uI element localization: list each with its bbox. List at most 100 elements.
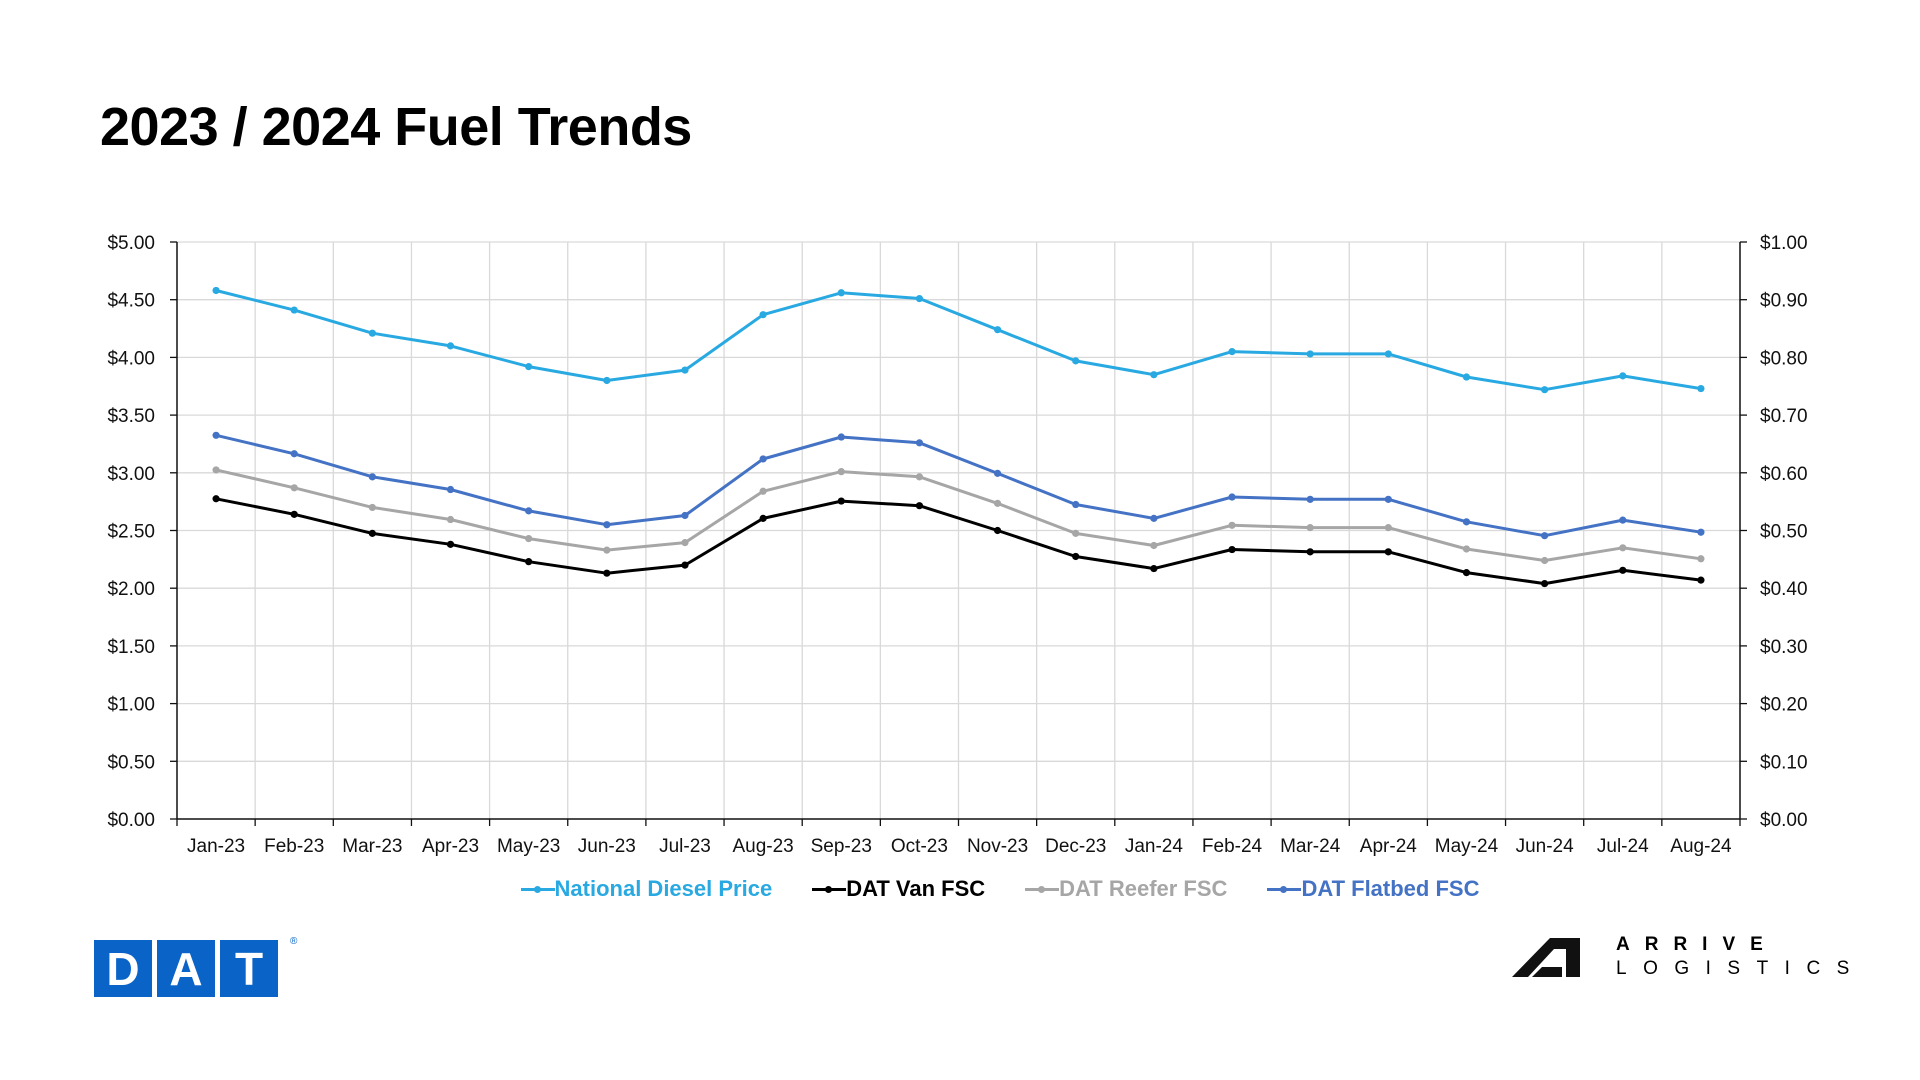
- data-point: [1072, 357, 1080, 365]
- legend-item-dat-flatbed-fsc[interactable]: DAT Flatbed FSC: [1267, 876, 1479, 902]
- data-point: [290, 510, 298, 518]
- legend-swatch-icon: [1267, 882, 1302, 896]
- y-left-tick-label: $0.00: [107, 810, 155, 831]
- data-point: [1541, 579, 1549, 588]
- data-point: [603, 521, 611, 529]
- y-left-tick-label: $0.50: [107, 752, 155, 773]
- data-point: [1619, 544, 1627, 552]
- y-right-tick-label: $0.90: [1760, 291, 1808, 312]
- legend-label: DAT Reefer FSC: [1059, 876, 1228, 901]
- data-point: [915, 473, 924, 481]
- data-point: [759, 514, 767, 522]
- data-point: [368, 473, 376, 481]
- data-point: [681, 511, 689, 520]
- x-tick-label: May-23: [497, 836, 560, 857]
- data-point: [525, 507, 533, 515]
- data-point: [993, 326, 1002, 334]
- data-point: [446, 540, 455, 548]
- legend-label: National Diesel Price: [554, 876, 773, 901]
- data-point: [1306, 548, 1314, 556]
- series-dat-van-fsc: [212, 495, 1705, 588]
- data-point: [368, 503, 376, 512]
- legend-swatch-icon: [520, 882, 555, 896]
- legend-item-dat-van-fsc[interactable]: DAT Van FSC: [812, 876, 985, 902]
- y-left-tick-label: $2.50: [107, 522, 155, 543]
- data-point: [1541, 556, 1549, 565]
- dat-logo-letter: D: [94, 940, 152, 997]
- data-point: [681, 561, 689, 569]
- x-tick-label: Dec-23: [1045, 836, 1106, 857]
- legend-item-dat-reefer-fsc[interactable]: DAT Reefer FSC: [1025, 876, 1227, 902]
- x-tick-label: Mar-23: [342, 836, 402, 857]
- legend-label: DAT Van FSC: [846, 876, 986, 901]
- data-point: [1462, 569, 1471, 577]
- data-point: [212, 466, 220, 474]
- page-title: 2023 / 2024 Fuel Trends: [100, 97, 692, 157]
- data-point: [1228, 348, 1236, 356]
- data-point: [212, 431, 220, 439]
- data-point: [1462, 518, 1471, 526]
- arrive-logistics-logo: ARRIVE LOGISTICS: [1512, 935, 1852, 980]
- x-tick-label: Apr-24: [1360, 836, 1417, 857]
- legend-item-national-diesel-price[interactable]: National Diesel Price: [520, 876, 773, 902]
- data-point: [1072, 529, 1080, 537]
- data-point: [1462, 373, 1471, 381]
- data-point: [1697, 384, 1705, 393]
- data-point: [1384, 350, 1392, 358]
- data-point: [681, 539, 689, 547]
- data-point: [525, 363, 533, 371]
- data-point: [1541, 386, 1549, 394]
- data-point: [525, 558, 533, 566]
- series-line: [215, 468, 1702, 562]
- data-point: [290, 484, 298, 492]
- data-point: [1228, 493, 1236, 501]
- data-point: [1150, 371, 1158, 379]
- data-point: [1228, 545, 1236, 554]
- x-tick-label: Jan-24: [1125, 836, 1184, 857]
- x-tick-label: Jul-24: [1597, 836, 1649, 857]
- y-left-tick-label: $3.50: [107, 406, 155, 427]
- y-right-tick-label: $0.30: [1760, 637, 1808, 658]
- data-point: [525, 534, 533, 543]
- data-point: [1384, 495, 1392, 503]
- x-tick-label: Nov-23: [967, 836, 1028, 857]
- y-right-tick-label: $0.60: [1760, 464, 1808, 485]
- data-point: [1541, 532, 1549, 540]
- data-point: [993, 526, 1002, 535]
- legend-label: DAT Flatbed FSC: [1301, 876, 1480, 901]
- data-point: [837, 433, 845, 441]
- registered-mark: ®: [290, 936, 298, 947]
- y-right-tick-label: $0.20: [1760, 695, 1808, 716]
- y-left-tick-label: $3.00: [107, 464, 155, 485]
- data-point: [759, 487, 767, 495]
- dat-logo-letter: A: [157, 940, 215, 997]
- data-point: [368, 329, 376, 337]
- dat-logo-letter: T: [220, 940, 278, 997]
- data-point: [1697, 528, 1705, 536]
- data-point: [837, 468, 845, 476]
- data-point: [446, 485, 455, 494]
- series-lines: [212, 286, 1705, 588]
- data-point: [1384, 548, 1392, 556]
- data-point: [446, 515, 455, 524]
- data-point: [1697, 576, 1705, 584]
- y-right-tick-label: $0.40: [1760, 579, 1808, 600]
- data-point: [1150, 541, 1158, 550]
- data-point: [759, 455, 767, 463]
- data-point: [915, 294, 924, 303]
- y-left-tick-label: $1.50: [107, 637, 155, 658]
- y-right-tick-label: $0.70: [1760, 406, 1808, 427]
- gridlines: [177, 241, 1740, 819]
- data-point: [1384, 524, 1392, 532]
- y-left-tick-label: $4.00: [107, 348, 155, 369]
- data-point: [212, 495, 220, 503]
- y-right-tick-label: $0.50: [1760, 522, 1808, 543]
- data-point: [212, 286, 220, 295]
- data-point: [603, 376, 611, 385]
- data-point: [290, 450, 298, 458]
- x-tick-label: Feb-24: [1202, 836, 1263, 857]
- x-tick-label: May-24: [1435, 836, 1499, 857]
- series-dat-reefer-fsc: [212, 466, 1705, 565]
- data-point: [837, 497, 845, 505]
